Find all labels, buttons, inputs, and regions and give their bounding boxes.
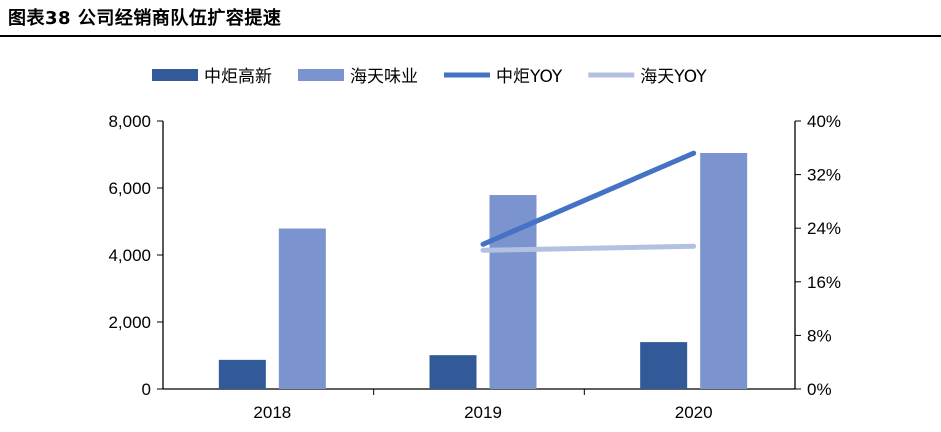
x-axis-tick-label: 2019 [464, 403, 502, 422]
left-axis-tick-label: 2,000 [108, 313, 151, 332]
right-axis-tick-label: 16% [807, 273, 841, 292]
title-divider [0, 35, 941, 37]
bar-中炬高新 [640, 342, 688, 389]
bar-中炬高新 [429, 355, 477, 389]
chart-title: 图表38 公司经销商队伍扩容提速 [8, 8, 282, 29]
line-海天YOY [480, 243, 697, 253]
legend-swatch [298, 69, 344, 81]
right-axis-tick-label: 24% [807, 219, 841, 238]
legend-label: 中炬高新 [204, 67, 272, 87]
line-中炬YOY [480, 150, 697, 247]
x-axis-tick-label: 2018 [253, 403, 291, 422]
right-axis-tick-label: 32% [807, 166, 841, 185]
right-axis-tick-label: 8% [807, 326, 832, 345]
bar-海天味业 [700, 152, 748, 389]
x-axis-tick-label: 2020 [675, 403, 713, 422]
legend-swatch [152, 69, 198, 81]
bar-海天味业 [489, 195, 537, 389]
right-axis-tick-label: 40% [807, 112, 841, 131]
left-axis-tick-label: 0 [142, 380, 151, 399]
left-axis-tick-label: 8,000 [108, 112, 151, 131]
legend-label: 海天味业 [350, 67, 418, 87]
left-axis-tick-label: 4,000 [108, 246, 151, 265]
legend-label: 海天YOY [640, 67, 707, 87]
left-axis-tick-label: 6,000 [108, 179, 151, 198]
bar-海天味业 [278, 228, 326, 389]
legend-label: 中炬YOY [496, 67, 563, 87]
bar-中炬高新 [218, 359, 266, 389]
right-axis-tick-label: 0% [807, 380, 832, 399]
